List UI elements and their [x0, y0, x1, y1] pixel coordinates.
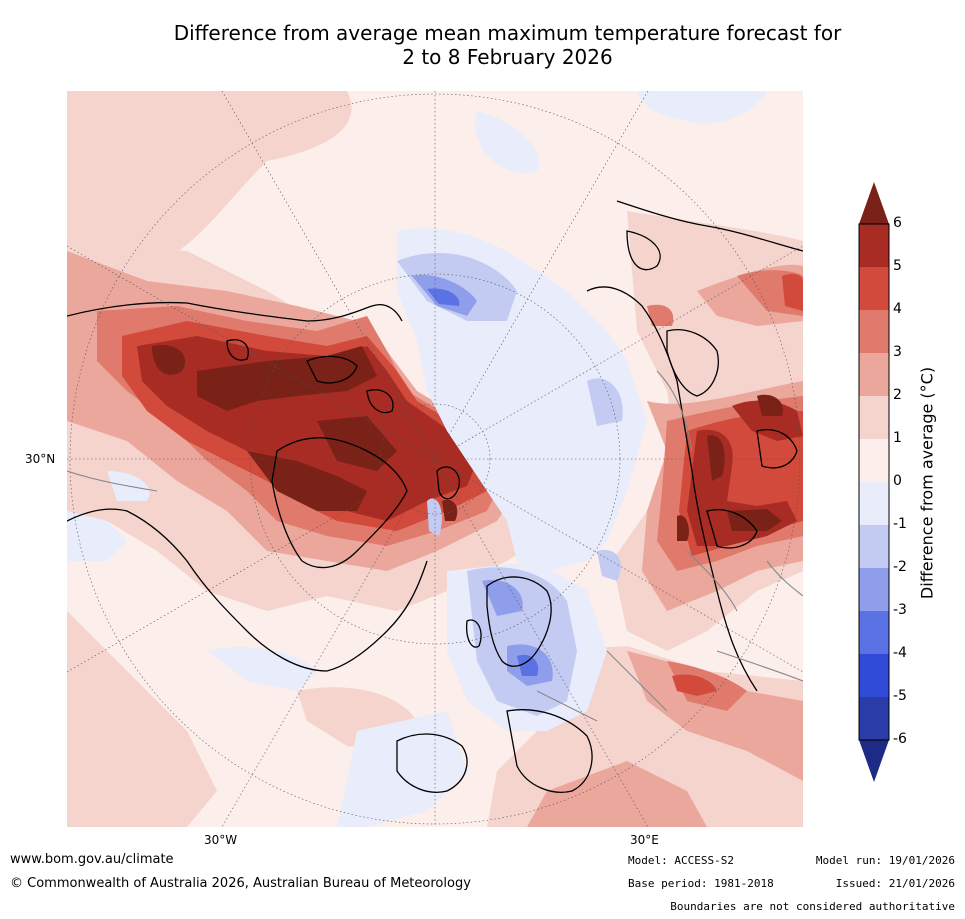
colorbar-band — [859, 697, 889, 740]
colorbar-tick-label: 6 — [893, 215, 902, 231]
colorbar-band — [859, 310, 889, 353]
lon-label-30e: 30°E — [630, 833, 659, 847]
colorbar-band — [859, 353, 889, 396]
colorbar-tick-label: 3 — [893, 344, 902, 360]
colorbar-tick-label: -2 — [893, 559, 907, 575]
graticule — [67, 91, 803, 827]
colorbar-band — [859, 267, 889, 310]
colorbar-tick-label: 4 — [893, 301, 902, 317]
colorbar-title: Difference from average (°C) — [917, 366, 937, 600]
map-title: Difference from average mean maximum tem… — [80, 21, 935, 69]
colorbar-tick-label: -3 — [893, 602, 907, 618]
colorbar-over-arrow — [859, 182, 889, 224]
colorbar-tick-label: 0 — [893, 473, 902, 489]
anomaly-minus-3-to-minus-4-zones — [427, 288, 539, 676]
title-line-2: 2 to 8 February 2026 — [402, 45, 613, 69]
colorbar-tick-label: -4 — [893, 645, 907, 661]
colorbar-band — [859, 224, 889, 267]
colorbar-tick-label: 2 — [893, 387, 902, 403]
footer-copyright: © Commonwealth of Australia 2026, Austra… — [10, 876, 471, 891]
colorbar-band — [859, 482, 889, 525]
colorbar — [858, 182, 890, 782]
footer-model: Model: ACCESS-S2 — [628, 854, 734, 867]
colorbar-band — [859, 525, 889, 568]
colorbar-under-arrow — [859, 740, 889, 782]
colorbar-tick-label: -5 — [893, 688, 907, 704]
lon-label-30w: 30°W — [204, 833, 238, 847]
colorbar-band — [859, 568, 889, 611]
colorbar-band — [859, 439, 889, 482]
footer-issued: Issued: 21/01/2026 — [835, 877, 955, 890]
footer-base-period: Base period: 1981-2018 — [628, 877, 774, 890]
colorbar-tick-label: -1 — [893, 516, 907, 532]
title-line-1: Difference from average mean maximum tem… — [173, 21, 842, 45]
colorbar-tick-label: 5 — [893, 258, 902, 274]
colorbar-band — [859, 396, 889, 439]
colorbar-band — [859, 611, 889, 654]
lat-label-30n: 30°N — [25, 452, 56, 466]
colorbar-bands — [859, 224, 889, 740]
colorbar-tick-label: 1 — [893, 430, 902, 446]
forecast-map[interactable] — [67, 91, 803, 827]
anomaly-over-6-zones — [152, 345, 783, 541]
colorbar-tick-label: -6 — [893, 731, 907, 747]
footer-disclaimer: Boundaries are not considered authoritat… — [670, 900, 955, 913]
map-svg — [67, 91, 803, 827]
country-borders — [67, 370, 803, 722]
footer-model-run: Model run: 19/01/2026 — [815, 854, 955, 867]
colorbar-band — [859, 654, 889, 697]
coastlines — [67, 200, 803, 793]
colorbar-frame — [858, 223, 890, 741]
footer-url[interactable]: www.bom.gov.au/climate — [10, 852, 174, 867]
